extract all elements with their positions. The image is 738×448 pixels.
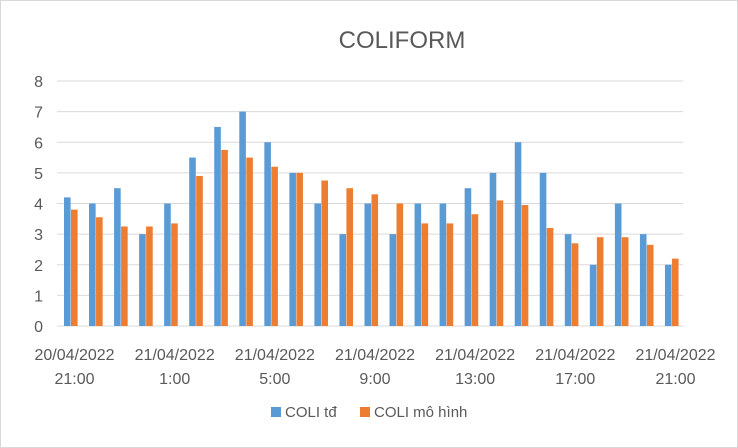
y-tick-label: 5 (34, 166, 43, 183)
bar-series-2-16 (471, 214, 479, 326)
x-tick-label-date: 21/04/2022 (635, 347, 715, 364)
bar-series-2-12 (371, 194, 379, 326)
y-tick-label: 7 (34, 105, 43, 122)
x-tick-label-time: 21:00 (655, 371, 695, 388)
x-tick-label-date: 21/04/2022 (135, 347, 215, 364)
bar-series-2-20 (571, 243, 579, 326)
bar-series-2-5 (196, 175, 203, 326)
bar-series-1-2 (114, 188, 121, 326)
legend: COLI tđ COLI mô hình (271, 404, 467, 421)
bar-series-2-3 (146, 226, 153, 326)
y-tick-label: 2 (34, 258, 43, 275)
bar-series-1-5 (189, 157, 196, 326)
y-axis-ticks: 0 1 2 3 4 5 6 7 8 (34, 74, 43, 336)
bar-series-1-7 (239, 111, 246, 327)
bar-series-1-3 (139, 234, 146, 327)
bar-series-2-11 (346, 188, 354, 326)
x-tick-label-date: 21/04/2022 (435, 347, 515, 364)
y-tick-label: 0 (34, 319, 43, 336)
x-tick-label-time: 13:00 (455, 371, 495, 388)
bar-series-1-20 (564, 234, 572, 327)
y-tick-label: 6 (34, 135, 43, 152)
x-tick-label-time: 5:00 (259, 371, 290, 388)
bar-series-2-13 (396, 203, 404, 326)
bar-series-2-4 (171, 223, 178, 326)
x-tick-label-date: 21/04/2022 (235, 347, 315, 364)
bar-series-2-0 (71, 209, 78, 327)
y-tick-label: 3 (34, 227, 43, 244)
x-tick-label-date: 21/04/2022 (335, 347, 415, 364)
bar-series-2-6 (221, 149, 228, 326)
bars (64, 111, 679, 327)
bar-series-1-9 (289, 172, 296, 327)
bar-series-1-21 (589, 264, 597, 326)
bar-series-1-1 (89, 203, 96, 326)
bar-series-2-24 (671, 258, 679, 327)
bar-series-1-18 (514, 142, 522, 326)
bar-series-1-11 (339, 234, 347, 327)
bar-series-2-23 (646, 244, 654, 326)
bar-series-1-8 (264, 142, 271, 326)
bar-series-1-23 (639, 234, 647, 327)
x-tick-label-time: 17:00 (555, 371, 595, 388)
bar-series-1-4 (164, 203, 171, 326)
x-axis-ticks: 20/04/2022 21:00 21/04/2022 1:00 21/04/2022 5… (34, 347, 715, 388)
bar-series-2-2 (121, 226, 128, 326)
bar-series-2-15 (446, 223, 454, 326)
bar-series-1-17 (489, 172, 497, 327)
bar-series-1-19 (539, 172, 547, 327)
bar-series-2-7 (246, 157, 253, 326)
bar-series-2-8 (271, 166, 278, 326)
bar-series-2-22 (621, 237, 629, 326)
bar-series-1-15 (439, 203, 447, 326)
legend-swatch-2 (360, 407, 370, 417)
y-tick-label: 8 (34, 74, 43, 91)
y-tick-label: 4 (34, 197, 43, 214)
x-tick-label-time: 21:00 (54, 371, 94, 388)
legend-label-2: COLI mô hình (374, 404, 467, 421)
bar-series-1-0 (64, 197, 71, 327)
bar-series-2-21 (596, 237, 604, 326)
legend-label-1: COLI tđ (285, 404, 337, 421)
x-tick-label-date: 21/04/2022 (535, 347, 615, 364)
x-tick-label-time: 9:00 (359, 371, 390, 388)
bar-series-1-14 (414, 203, 422, 326)
x-tick-label-date: 20/04/2022 (34, 347, 114, 364)
bar-series-1-12 (364, 203, 372, 326)
bar-series-1-16 (464, 188, 472, 326)
chart-title: COLIFORM (339, 27, 466, 54)
x-tick-label-time: 1:00 (159, 371, 190, 388)
bar-series-2-10 (321, 180, 328, 326)
bar-series-1-22 (614, 203, 622, 326)
bar-series-1-6 (214, 126, 221, 326)
bar-series-2-14 (421, 223, 429, 326)
bar-series-2-18 (521, 205, 529, 326)
bar-series-1-10 (314, 203, 321, 326)
y-tick-label: 1 (34, 288, 43, 305)
bar-series-1-13 (389, 234, 397, 327)
bar-series-2-17 (496, 200, 504, 326)
bar-series-2-1 (96, 217, 103, 326)
bar-series-1-24 (664, 264, 672, 326)
bar-series-2-19 (546, 228, 554, 326)
legend-swatch-1 (271, 407, 281, 417)
bar-series-2-9 (296, 172, 303, 327)
